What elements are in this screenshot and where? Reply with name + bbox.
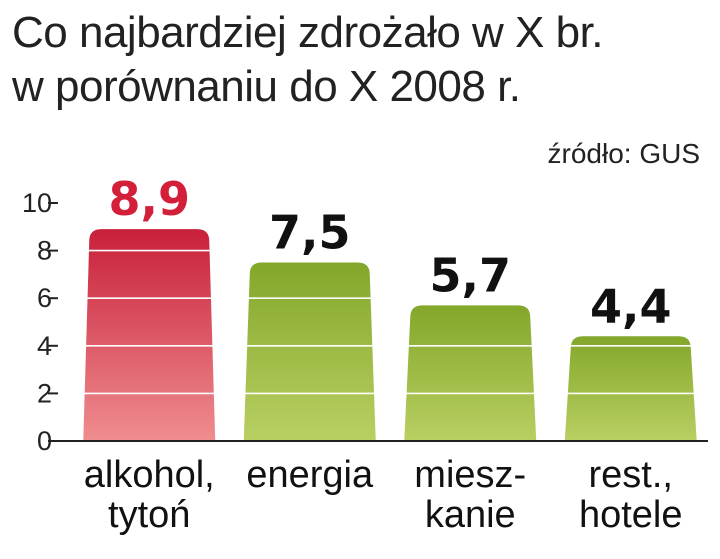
title-line-2: w porównaniu do X 2008 r. <box>12 62 521 111</box>
y-tick-label-0: 0 <box>37 426 52 456</box>
bar-3 <box>564 336 697 441</box>
source-note: źródło: GUS <box>547 138 701 169</box>
bar-2 <box>404 305 537 441</box>
axis-group: 0 2 4 6 8 10 <box>22 188 708 456</box>
category-label-3-1: hotele <box>579 494 683 536</box>
chart-title: Co najbardziej zdrożało w X br. w porówn… <box>12 6 604 114</box>
gridlines-group <box>66 202 708 395</box>
value-label-0: 8,9 <box>109 172 191 226</box>
bar-0 <box>83 229 216 441</box>
bars-group <box>83 229 697 441</box>
value-label-3: 4,4 <box>590 279 672 333</box>
bar-1 <box>243 262 376 441</box>
category-label-1-0: energia <box>246 454 374 496</box>
y-tick-label-4: 8 <box>37 236 52 266</box>
title-line-1: Co najbardziej zdrożało w X br. <box>12 8 604 57</box>
y-tick-label-3: 6 <box>37 283 52 313</box>
value-label-2: 5,7 <box>430 248 512 302</box>
value-label-1: 7,5 <box>269 206 351 260</box>
category-label-2-1: kanie <box>425 494 516 536</box>
category-label-0-0: alkohol, <box>84 454 215 496</box>
category-label-2-0: miesz- <box>414 454 526 496</box>
y-tick-label-5: 10 <box>22 188 52 218</box>
category-label-3-0: rest., <box>589 454 673 496</box>
labels-group: 8,9 alkohol,tytoń 7,5 energia 5,7 miesz-kanie… <box>84 172 683 536</box>
y-tick-label-2: 4 <box>37 331 52 361</box>
y-tick-label-1: 2 <box>37 378 52 408</box>
category-label-0-1: tytoń <box>108 494 190 536</box>
